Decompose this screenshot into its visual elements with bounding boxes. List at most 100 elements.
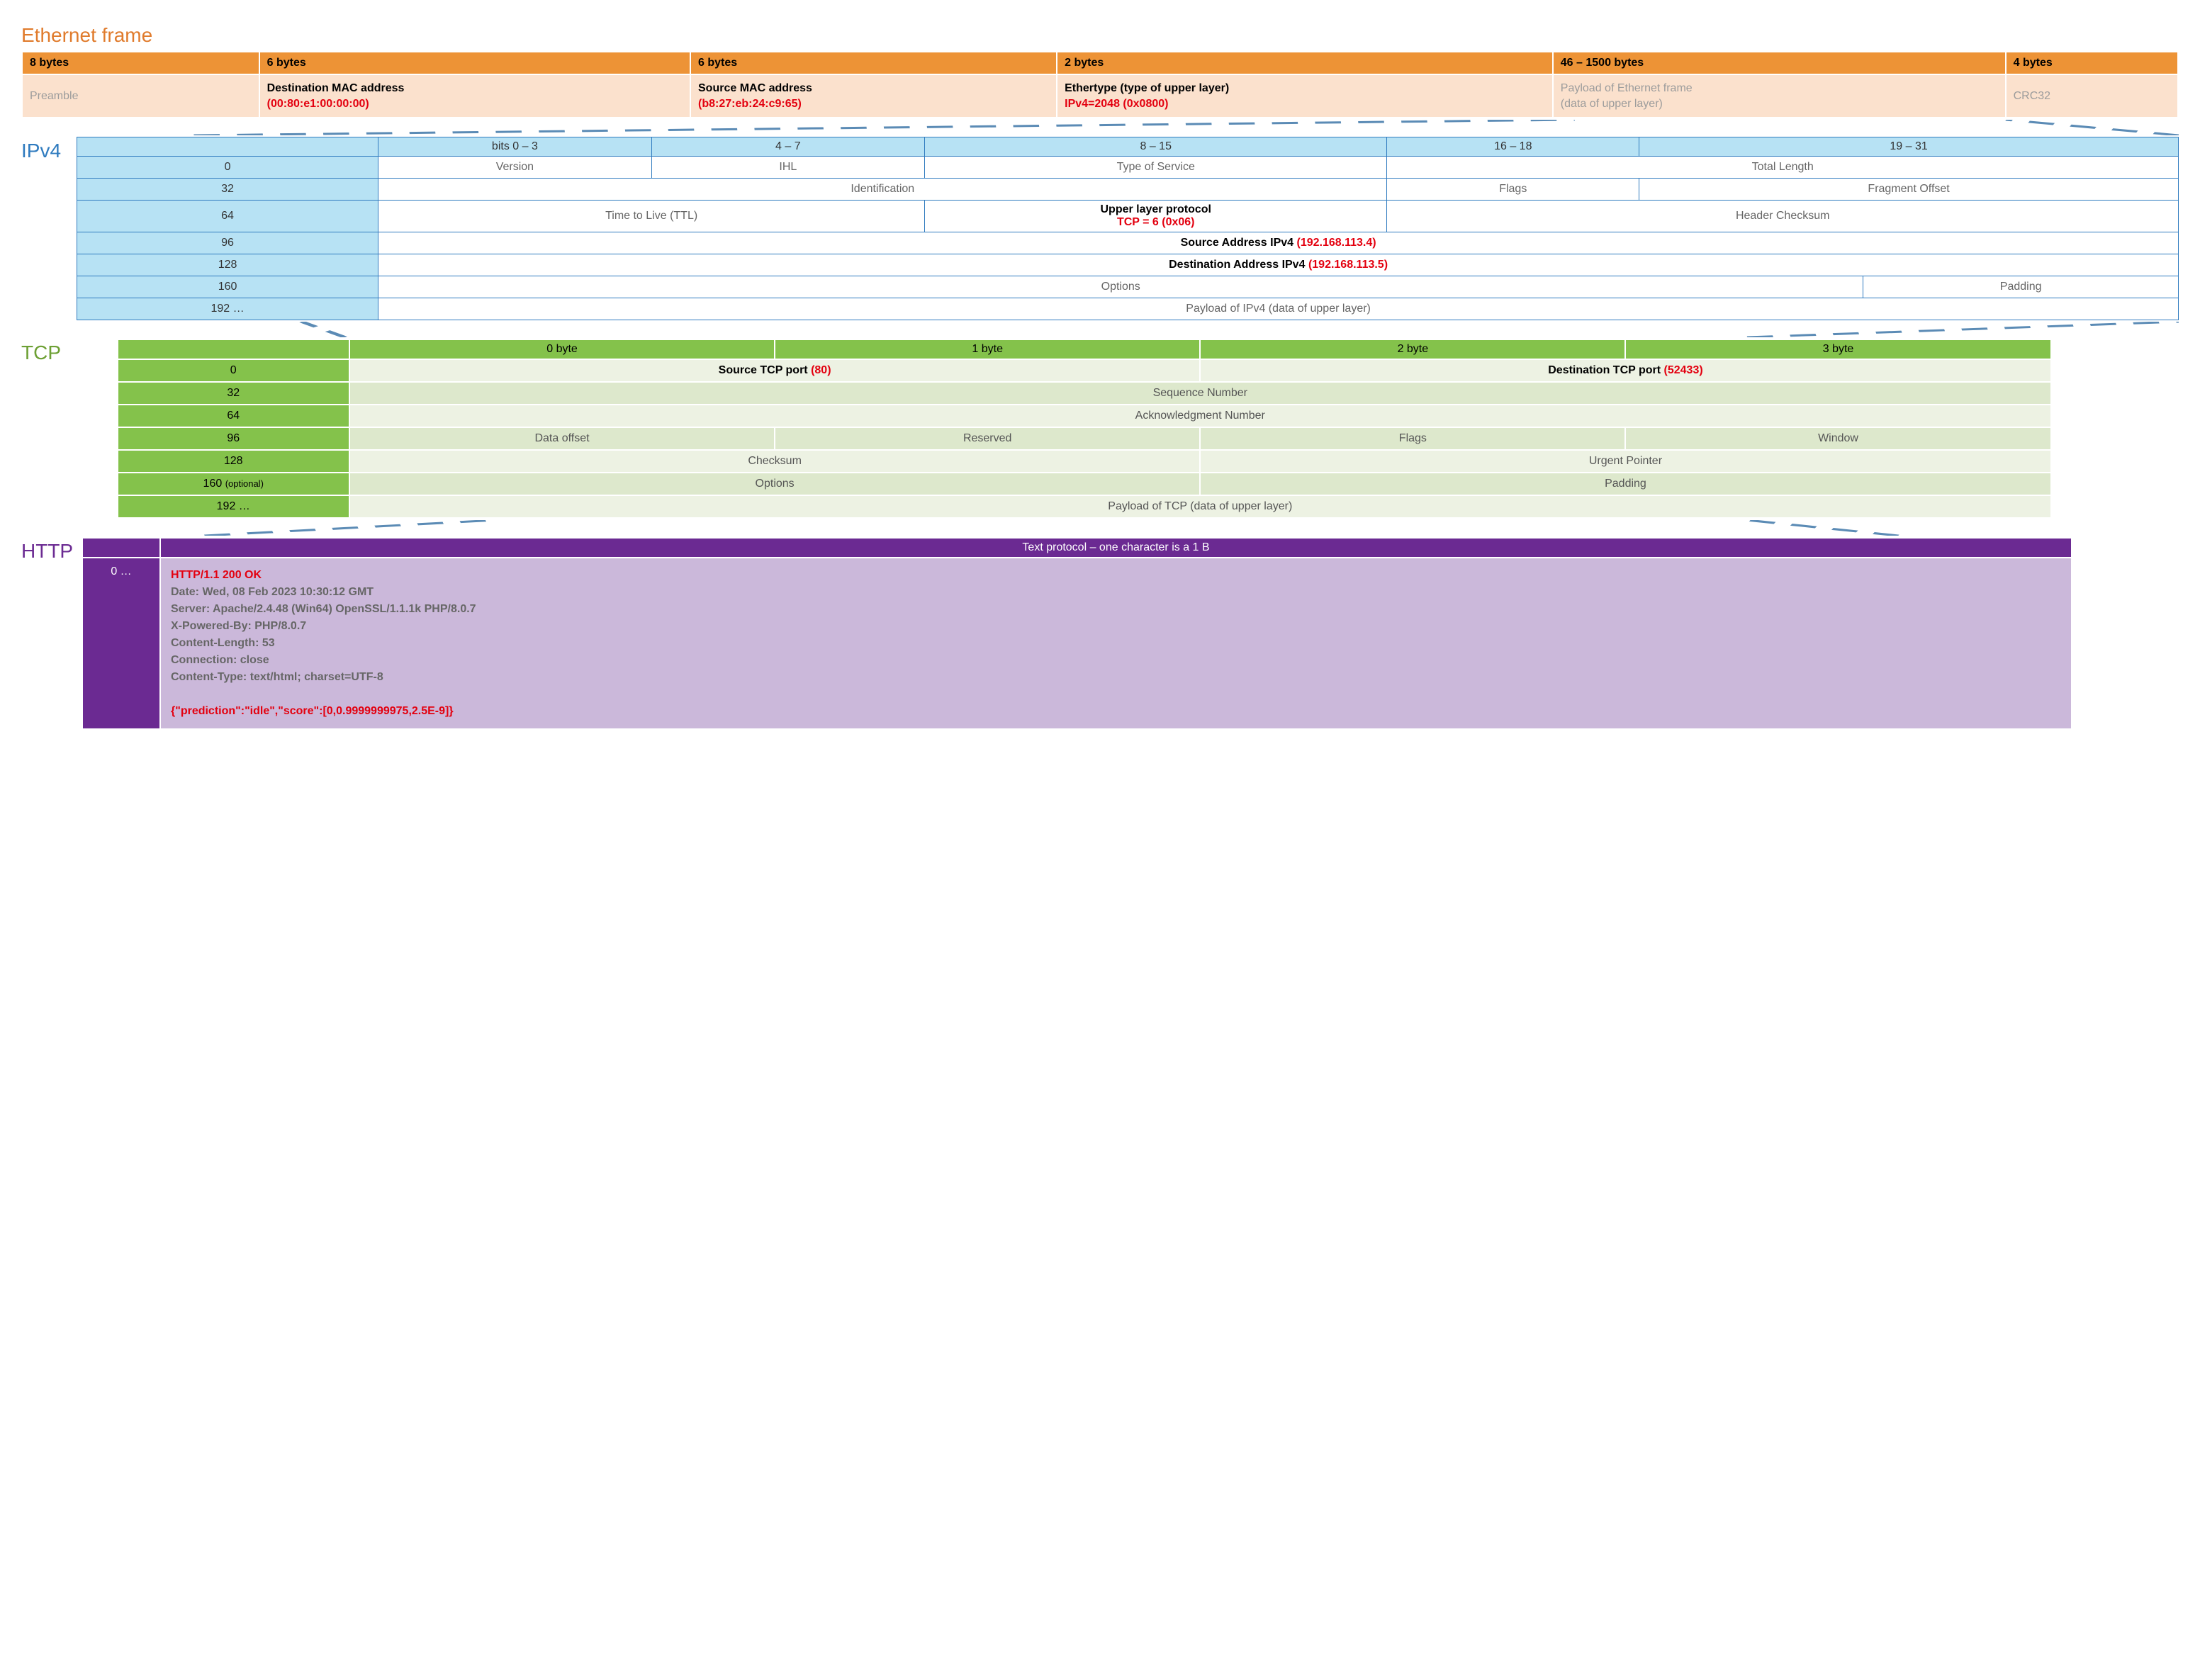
tcp-title: TCP	[21, 342, 117, 514]
ip-dst-value: (192.168.113.5)	[1308, 259, 1388, 271]
tcp-ack: Acknowledgment Number	[349, 405, 2051, 427]
eth-dest-label: Destination MAC address	[267, 82, 405, 94]
tcp-off-0: 0	[118, 359, 349, 382]
tcp-off-160-num: 160	[203, 478, 223, 490]
tcp-dst-port: Destination TCP port (52433)	[1200, 359, 2050, 382]
tcp-off-192: 192 …	[118, 495, 349, 518]
tcp-src-port: Source TCP port (80)	[349, 359, 1200, 382]
tcp-window: Window	[1625, 427, 2050, 450]
ip-checksum: Header Checksum	[1387, 201, 2179, 232]
ip-identification: Identification	[378, 179, 1387, 201]
ip-proto-label: Upper layer protocol	[1100, 203, 1211, 215]
http-line: Content-Length: 53	[171, 635, 2061, 652]
http-line: Content-Type: text/html; charset=UTF-8	[171, 669, 2061, 686]
ip-proto-value: TCP = 6 (0x06)	[1117, 216, 1195, 228]
http-line: {"prediction":"idle","score":[0,0.999999…	[171, 703, 2061, 720]
ethernet-table: 8 bytes 6 bytes 6 bytes 2 bytes 46 – 150…	[21, 51, 2179, 118]
ip-off-160: 160	[77, 276, 378, 298]
ip-tos: Type of Service	[925, 157, 1387, 179]
ip-options: Options	[378, 276, 1863, 298]
http-line: Server: Apache/2.4.48 (Win64) OpenSSL/1.…	[171, 601, 2061, 618]
tcp-options: Options	[349, 473, 1200, 495]
ip-padding: Padding	[1863, 276, 2179, 298]
http-line: Date: Wed, 08 Feb 2023 10:30:12 GMT	[171, 584, 2061, 601]
tcp-checksum: Checksum	[349, 450, 1200, 473]
eth-ethertype-label: Ethertype (type of upper layer)	[1065, 82, 1229, 94]
http-line: X-Powered-By: PHP/8.0.7	[171, 618, 2061, 635]
eth-src-value: (b8:27:eb:24:c9:65)	[698, 98, 802, 110]
tcp-byte-3: 3 byte	[1625, 339, 2050, 359]
eth-src-label: Source MAC address	[698, 82, 812, 94]
eth-size-3: 2 bytes	[1057, 52, 1553, 74]
ip-bits-3: 16 – 18	[1387, 137, 1639, 157]
ip-off-0: 0	[77, 157, 378, 179]
eth-size-0: 8 bytes	[22, 52, 259, 74]
connector-ip-tcp	[21, 322, 2179, 337]
eth-size-1: 6 bytes	[259, 52, 690, 74]
tcp-byte-0: 0 byte	[349, 339, 775, 359]
eth-dest-value: (00:80:e1:00:00:00)	[267, 98, 369, 110]
eth-size-2: 6 bytes	[690, 52, 1057, 74]
ethernet-title: Ethernet frame	[21, 24, 2179, 47]
ipv4-table: bits 0 – 3 4 – 7 8 – 15 16 – 18 19 – 31 …	[77, 137, 2179, 320]
tcp-off-64: 64	[118, 405, 349, 427]
tcp-src-value: (80)	[811, 364, 831, 376]
ip-dst-addr: Destination Address IPv4 (192.168.113.5)	[378, 254, 2179, 276]
tcp-seq: Sequence Number	[349, 382, 2051, 405]
ip-off-192: 192 …	[77, 298, 378, 320]
eth-ethertype-value: IPv4=2048 (0x0800)	[1065, 98, 1168, 110]
http-title: HTTP	[21, 540, 82, 726]
ip-frag-offset: Fragment Offset	[1639, 179, 2179, 201]
ip-flags: Flags	[1387, 179, 1639, 201]
ip-ihl: IHL	[651, 157, 924, 179]
tcp-off-32: 32	[118, 382, 349, 405]
tcp-off-128: 128	[118, 450, 349, 473]
ip-ttl: Time to Live (TTL)	[378, 201, 925, 232]
tcp-table: 0 byte 1 byte 2 byte 3 byte 0 Source TCP…	[117, 339, 2052, 519]
http-header: Text protocol – one character is a 1 B	[160, 538, 2072, 558]
tcp-urgent: Urgent Pointer	[1200, 450, 2050, 473]
tcp-padding: Padding	[1200, 473, 2050, 495]
eth-src-mac: Source MAC address (b8:27:eb:24:c9:65)	[690, 74, 1057, 118]
ip-dst-label: Destination Address IPv4	[1169, 259, 1305, 271]
ip-protocol: Upper layer protocol TCP = 6 (0x06)	[925, 201, 1387, 232]
tcp-payload: Payload of TCP (data of upper layer)	[349, 495, 2051, 518]
tcp-reserved: Reserved	[775, 427, 1200, 450]
eth-payload: Payload of Ethernet frame (data of upper…	[1553, 74, 2006, 118]
ip-version: Version	[378, 157, 651, 179]
eth-ethertype: Ethertype (type of upper layer) IPv4=204…	[1057, 74, 1553, 118]
http-body: HTTP/1.1 200 OKDate: Wed, 08 Feb 2023 10…	[160, 558, 2072, 729]
tcp-data-offset: Data offset	[349, 427, 775, 450]
ip-off-32: 32	[77, 179, 378, 201]
ip-corner	[77, 137, 378, 157]
tcp-dst-value: (52433)	[1664, 364, 1703, 376]
tcp-off-96: 96	[118, 427, 349, 450]
ip-payload: Payload of IPv4 (data of upper layer)	[378, 298, 2179, 320]
http-line: Connection: close	[171, 652, 2061, 669]
eth-size-4: 46 – 1500 bytes	[1553, 52, 2006, 74]
ip-total-length: Total Length	[1387, 157, 2179, 179]
ip-off-96: 96	[77, 232, 378, 254]
tcp-flags: Flags	[1200, 427, 1625, 450]
tcp-byte-2: 2 byte	[1200, 339, 1625, 359]
ip-bits-4: 19 – 31	[1639, 137, 2179, 157]
ip-src-addr: Source Address IPv4 (192.168.113.4)	[378, 232, 2179, 254]
http-off-0: 0 …	[82, 558, 160, 729]
http-line	[171, 686, 2061, 703]
ip-src-label: Source Address IPv4	[1181, 237, 1293, 249]
tcp-off-160-opt: (optional)	[225, 478, 264, 489]
connector-eth-ip	[21, 120, 2179, 135]
ip-bits-0: bits 0 – 3	[378, 137, 651, 157]
http-table: Text protocol – one character is a 1 B 0…	[82, 537, 2072, 730]
ip-off-64: 64	[77, 201, 378, 232]
eth-preamble: Preamble	[22, 74, 259, 118]
http-corner	[82, 538, 160, 558]
ip-src-value: (192.168.113.4)	[1297, 237, 1376, 249]
ip-off-128: 128	[77, 254, 378, 276]
tcp-byte-1: 1 byte	[775, 339, 1200, 359]
ipv4-title: IPv4	[21, 140, 77, 316]
tcp-src-label: Source TCP port	[719, 364, 808, 376]
http-line: HTTP/1.1 200 OK	[171, 567, 2061, 584]
tcp-corner	[118, 339, 349, 359]
tcp-dst-label: Destination TCP port	[1548, 364, 1661, 376]
